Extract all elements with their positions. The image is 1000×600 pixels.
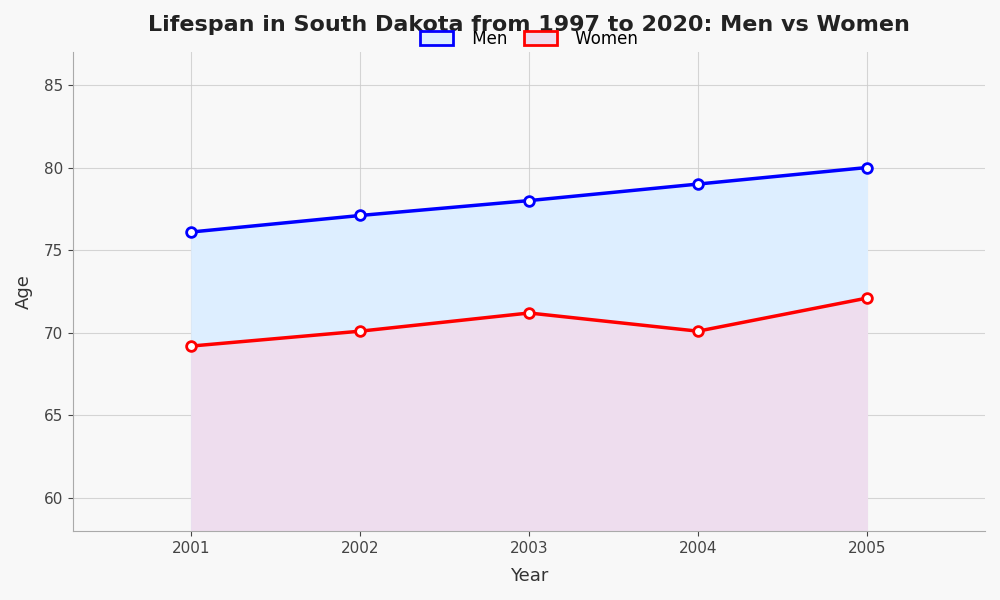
X-axis label: Year: Year [510,567,548,585]
Legend:  Men,  Women: Men, Women [412,22,647,56]
Title: Lifespan in South Dakota from 1997 to 2020: Men vs Women: Lifespan in South Dakota from 1997 to 20… [148,15,910,35]
Y-axis label: Age: Age [15,274,33,309]
